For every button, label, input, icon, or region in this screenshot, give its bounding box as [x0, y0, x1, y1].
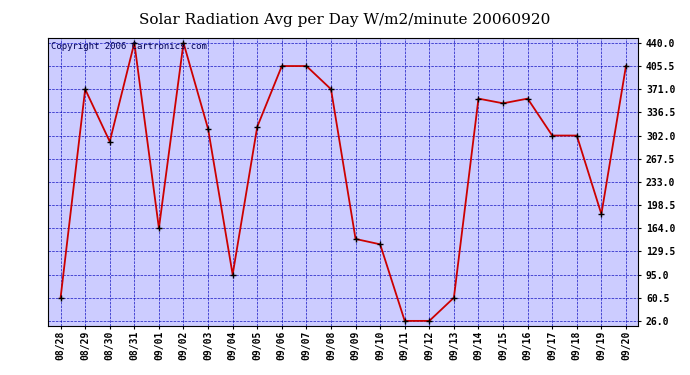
Text: Solar Radiation Avg per Day W/m2/minute 20060920: Solar Radiation Avg per Day W/m2/minute … — [139, 13, 551, 27]
Text: Copyright 2006 Cartronics.com: Copyright 2006 Cartronics.com — [51, 42, 207, 51]
